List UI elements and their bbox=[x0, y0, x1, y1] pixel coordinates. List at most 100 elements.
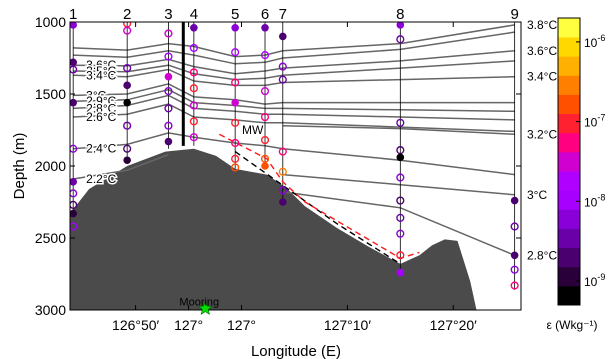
station-label: 3 bbox=[164, 6, 172, 23]
epsilon-point bbox=[260, 87, 270, 96]
epsilon-point bbox=[510, 196, 519, 205]
epsilon-point bbox=[396, 173, 405, 182]
epsilon-point bbox=[164, 72, 173, 81]
isotherm-label-left: 2.8°C bbox=[86, 101, 116, 115]
station-label: 2 bbox=[123, 6, 131, 23]
epsilon-point bbox=[70, 65, 78, 74]
epsilon-point bbox=[164, 121, 173, 130]
x-axis-label: Longitude (E) bbox=[251, 343, 341, 359]
epsilon-point bbox=[396, 251, 405, 260]
x-tick-label: 127° bbox=[227, 317, 256, 333]
epsilon-point bbox=[278, 167, 287, 176]
epsilon-point bbox=[260, 51, 270, 60]
epsilon-point bbox=[260, 135, 270, 145]
station-label: 9 bbox=[510, 6, 518, 23]
epsilon-point bbox=[164, 52, 173, 61]
epsilon-point bbox=[189, 133, 198, 142]
colorbar-segment bbox=[558, 285, 580, 306]
epsilon-point bbox=[70, 209, 77, 218]
colorbar-segment bbox=[558, 266, 580, 287]
epsilon-point bbox=[123, 156, 131, 165]
epsilon-point bbox=[164, 137, 173, 146]
epsilon-point bbox=[70, 178, 77, 186]
station-label: 8 bbox=[396, 6, 404, 23]
epsilon-point bbox=[70, 58, 77, 67]
isotherm-label-right: 3.4°C bbox=[527, 70, 557, 84]
epsilon-point bbox=[70, 200, 78, 209]
y-axis-label: Depth (m) bbox=[11, 133, 28, 200]
epsilon-point bbox=[123, 121, 132, 130]
colorbar-tick-label: 10-8 bbox=[584, 192, 605, 209]
colorbar-segment bbox=[558, 171, 580, 191]
colorbar-label: ε (Wkg⁻¹) bbox=[546, 318, 597, 332]
x-axis-ticks: 126°50′ 127° 127° 127°10′ 127°20′ bbox=[112, 22, 477, 333]
colorbar-segment bbox=[558, 113, 580, 134]
y-axis-ticks: 1000 1500 2000 2500 3000 bbox=[35, 14, 521, 318]
bathymetry-area bbox=[70, 148, 477, 310]
epsilon-point bbox=[278, 62, 287, 71]
x-tick-label: 126°50′ bbox=[112, 317, 160, 333]
epsilon-point bbox=[164, 104, 173, 113]
epsilon-point bbox=[231, 118, 240, 127]
colorbar-segment bbox=[558, 209, 580, 229]
x-tick-label: 127° bbox=[174, 317, 203, 333]
isotherm-labels-right: 3.8°C 3.6°C 3.4°C 3.2°C 3°C 2.8°C bbox=[527, 18, 557, 262]
epsilon-point bbox=[396, 196, 405, 205]
epsilon-point bbox=[278, 75, 287, 84]
isotherm-label-left: 3.6°C bbox=[86, 58, 116, 72]
station-label: 4 bbox=[190, 6, 198, 23]
isotherm-label-right: 2.8°C bbox=[527, 248, 557, 262]
epsilon-point bbox=[231, 163, 240, 172]
epsilon-point bbox=[189, 43, 198, 53]
y-tick-label: 2500 bbox=[35, 230, 66, 246]
epsilon-point bbox=[189, 84, 198, 93]
epsilon-point bbox=[396, 35, 405, 44]
station-label: 5 bbox=[231, 6, 239, 23]
epsilon-point bbox=[278, 32, 287, 41]
epsilon-point bbox=[261, 23, 269, 32]
isotherm-label-right: 3.8°C bbox=[527, 18, 557, 32]
colorbar-segment bbox=[558, 190, 580, 210]
isotherm-label-right: 3°C bbox=[527, 188, 547, 202]
epsilon-point bbox=[510, 281, 519, 290]
colorbar-segment bbox=[558, 37, 580, 57]
colorbar-tick-label: 10-6 bbox=[584, 33, 605, 50]
colorbar-segment bbox=[558, 94, 580, 115]
epsilon-point bbox=[123, 81, 131, 90]
colorbar-frame bbox=[557, 17, 581, 306]
isotherm-label-left: 2.6°C bbox=[86, 110, 116, 124]
mw-path-black bbox=[234, 151, 401, 265]
mooring-star-icon bbox=[197, 300, 213, 315]
epsilon-point bbox=[164, 29, 173, 38]
epsilon-point bbox=[510, 251, 519, 260]
y-tick-label: 1000 bbox=[35, 14, 66, 30]
y-tick-label: 1500 bbox=[35, 86, 66, 102]
epsilon-point bbox=[231, 154, 240, 163]
colorbar-segment bbox=[558, 151, 580, 172]
epsilon-point bbox=[510, 222, 519, 231]
mooring: Mooring bbox=[179, 297, 219, 315]
colorbar-tick-label: 10-9 bbox=[584, 272, 605, 289]
epsilon-point bbox=[189, 117, 198, 126]
epsilon-point bbox=[70, 189, 78, 198]
epsilon-point bbox=[396, 118, 405, 127]
isotherm-labels-left: 3.6°C3.5°C3.4°C 3°C2.9°C2.8°C2.6°C 2.4°C 2.… bbox=[85, 57, 118, 188]
x-tick-label: 127°20′ bbox=[430, 317, 478, 333]
epsilon-point bbox=[231, 23, 239, 32]
epsilon-point bbox=[70, 22, 77, 29]
epsilon-point bbox=[231, 48, 240, 57]
epsilon-point bbox=[396, 268, 405, 277]
epsilon-point bbox=[123, 144, 132, 153]
epsilon-point bbox=[278, 186, 287, 195]
station-label: 6 bbox=[261, 6, 269, 23]
isotherm-label-right: 3.6°C bbox=[527, 44, 557, 58]
isotherm-label-left: 2.2°C bbox=[86, 172, 116, 186]
epsilon-point bbox=[260, 112, 270, 122]
station-label: 7 bbox=[279, 6, 287, 23]
isotherm-label-left: 2.9°C bbox=[86, 94, 116, 108]
isotherm-label-left: 2.4°C bbox=[86, 142, 116, 156]
colorbar-segment bbox=[558, 247, 580, 268]
epsilon-point bbox=[396, 153, 405, 162]
epsilon-point bbox=[190, 23, 198, 32]
